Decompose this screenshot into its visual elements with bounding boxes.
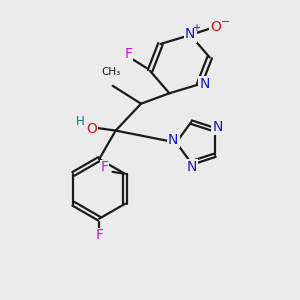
Text: F: F [124, 47, 133, 61]
Text: N: N [200, 77, 210, 91]
Text: −: − [220, 17, 230, 27]
Text: O: O [210, 20, 221, 34]
Text: N: N [212, 120, 223, 134]
Text: N: N [168, 133, 178, 147]
Text: F: F [101, 160, 109, 174]
Text: +: + [192, 22, 200, 33]
Text: N: N [187, 160, 197, 175]
Text: CH₃: CH₃ [102, 67, 121, 77]
Text: F: F [95, 228, 103, 242]
Text: O: O [86, 122, 97, 136]
Text: H: H [76, 115, 85, 128]
Text: N: N [185, 27, 196, 41]
